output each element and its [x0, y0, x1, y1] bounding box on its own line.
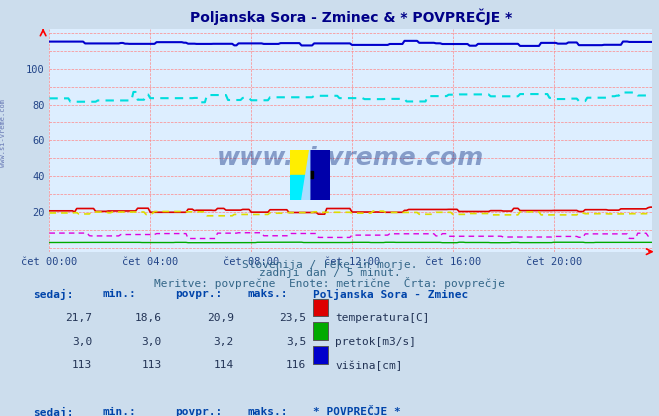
Title: Poljanska Sora - Zminec & * POVPREČJE *: Poljanska Sora - Zminec & * POVPREČJE * — [190, 9, 512, 25]
Text: sedaj:: sedaj: — [33, 289, 73, 300]
Bar — [307, 171, 312, 178]
Text: povpr.:: povpr.: — [175, 407, 222, 416]
Text: temperatura[C]: temperatura[C] — [335, 313, 430, 323]
Text: min.:: min.: — [102, 289, 136, 299]
Text: sedaj:: sedaj: — [33, 407, 73, 416]
Text: www.si-vreme.com: www.si-vreme.com — [217, 146, 484, 170]
Text: 113: 113 — [141, 360, 161, 370]
Text: zadnji dan / 5 minut.: zadnji dan / 5 minut. — [258, 268, 401, 278]
Text: 3,0: 3,0 — [141, 337, 161, 347]
Text: višina[cm]: višina[cm] — [335, 360, 403, 371]
Text: pretok[m3/s]: pretok[m3/s] — [335, 337, 416, 347]
Text: 3,2: 3,2 — [214, 337, 234, 347]
Text: min.:: min.: — [102, 407, 136, 416]
Text: * POVPREČJE *: * POVPREČJE * — [313, 407, 401, 416]
Text: Poljanska Sora - Zminec: Poljanska Sora - Zminec — [313, 289, 469, 300]
Text: 23,5: 23,5 — [279, 313, 306, 323]
Text: 3,5: 3,5 — [286, 337, 306, 347]
Text: 21,7: 21,7 — [65, 313, 92, 323]
Text: 18,6: 18,6 — [134, 313, 161, 323]
Text: 3,0: 3,0 — [72, 337, 92, 347]
Polygon shape — [302, 150, 310, 200]
Bar — [310, 150, 330, 200]
Text: 113: 113 — [72, 360, 92, 370]
Bar — [290, 175, 310, 200]
Text: www.si-vreme.com: www.si-vreme.com — [0, 99, 7, 167]
Bar — [290, 150, 310, 175]
Text: maks.:: maks.: — [247, 289, 287, 299]
Text: povpr.:: povpr.: — [175, 289, 222, 299]
Text: maks.:: maks.: — [247, 407, 287, 416]
Text: Meritve: povprečne  Enote: metrične  Črta: povprečje: Meritve: povprečne Enote: metrične Črta:… — [154, 277, 505, 289]
Text: 20,9: 20,9 — [207, 313, 234, 323]
Text: Slovenija / reke in morje.: Slovenija / reke in morje. — [242, 260, 417, 270]
Text: 114: 114 — [214, 360, 234, 370]
Text: 116: 116 — [286, 360, 306, 370]
